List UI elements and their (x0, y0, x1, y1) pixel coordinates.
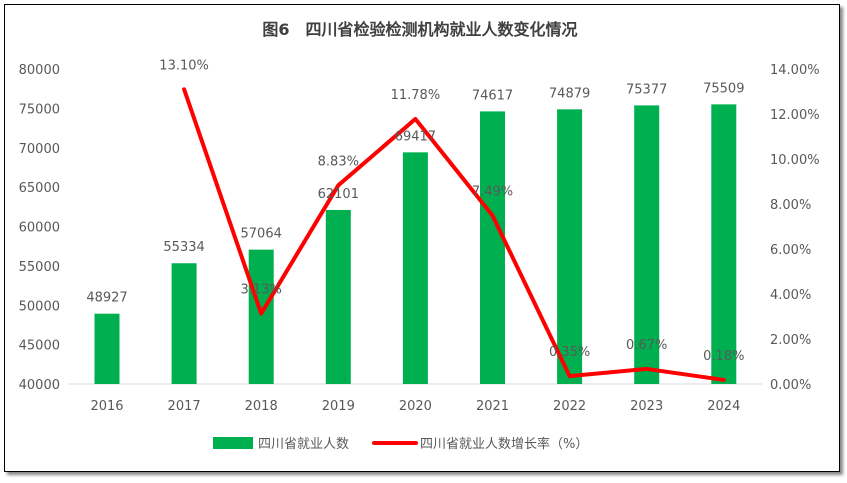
line-data-label: 8.83% (318, 154, 359, 169)
y-left-tick-label: 75000 (19, 102, 60, 117)
line-data-label: 0.35% (549, 345, 590, 360)
line-data-label: 0.18% (703, 349, 744, 364)
bar (557, 109, 583, 384)
legend-label-bar: 四川省就业人数 (258, 437, 349, 452)
bar-data-label: 74617 (472, 88, 513, 103)
y-left-tick-label: 80000 (19, 63, 60, 78)
bar (248, 249, 274, 384)
y-right-tick-label: 10.00% (770, 153, 820, 168)
bar-data-label: 48927 (86, 291, 127, 306)
bar-data-label: 55334 (163, 240, 204, 255)
bar (171, 263, 197, 384)
bar-data-label: 69417 (395, 129, 436, 144)
line-data-label: 0.67% (626, 338, 667, 353)
bar (634, 105, 660, 384)
y-right-tick-label: 6.00% (770, 243, 811, 258)
y-left-tick-label: 40000 (19, 378, 60, 393)
bar-data-label: 57064 (241, 227, 282, 242)
bar-data-label: 75377 (626, 82, 667, 97)
y-left-tick-label: 65000 (19, 181, 60, 196)
y-left-tick-label: 50000 (19, 299, 60, 314)
bar-data-label: 62101 (318, 187, 359, 202)
bar (711, 104, 737, 384)
y-right-tick-label: 12.00% (770, 108, 820, 123)
x-tick-label: 2022 (553, 399, 586, 414)
y-right-tick-label: 8.00% (770, 198, 811, 213)
bar (325, 209, 351, 384)
legend-label-line: 四川省就业人数增长率（%） (420, 436, 588, 452)
x-tick-label: 2020 (399, 399, 432, 414)
y-left-tick-label: 60000 (19, 221, 60, 236)
line-data-label: 11.78% (391, 88, 441, 103)
y-right-tick-label: 0.00% (770, 378, 811, 393)
y-right-tick-label: 4.00% (770, 288, 811, 303)
y-right-tick-label: 14.00% (770, 63, 820, 78)
chart-title: 图6 四川省检验检测机构就业人数变化情况 (262, 20, 577, 39)
bar-data-label: 74879 (549, 86, 590, 101)
line-data-label: 3.13% (241, 283, 282, 298)
legend-swatch-bar (213, 437, 253, 449)
bar (402, 152, 428, 384)
legend: 四川省就业人数 四川省就业人数增长率（%） (213, 436, 588, 452)
bar (480, 111, 505, 385)
growth-rate-line (182, 87, 726, 382)
x-tick-label: 2021 (476, 399, 509, 414)
line-data-label: 13.10% (159, 58, 209, 73)
x-tick-label: 2018 (245, 399, 278, 414)
y-left-tick-label: 45000 (19, 339, 60, 354)
y-left-tick-label: 55000 (19, 260, 60, 275)
x-tick-label: 2023 (630, 399, 663, 414)
x-tick-label: 2024 (707, 399, 740, 414)
bar-data-label: 75509 (703, 81, 744, 96)
x-tick-label: 2016 (90, 399, 123, 414)
bar (94, 313, 120, 384)
x-tick-label: 2019 (322, 399, 355, 414)
y-right-tick-label: 2.00% (770, 333, 811, 348)
y-left-tick-label: 70000 (19, 142, 60, 157)
line-data-label: 7.49% (472, 184, 513, 199)
x-tick-label: 2017 (168, 399, 201, 414)
